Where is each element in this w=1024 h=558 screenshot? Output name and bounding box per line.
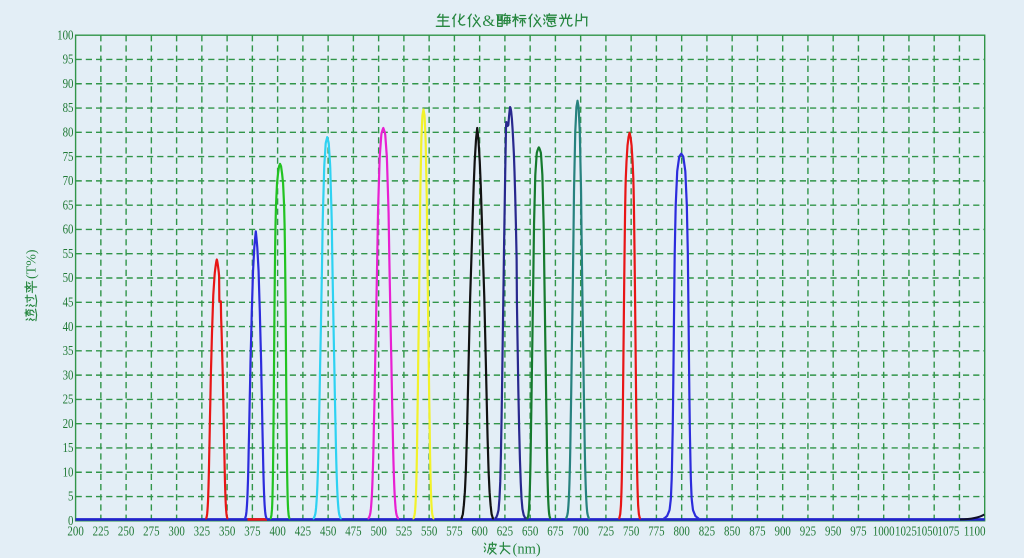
svg-text:375: 375 <box>244 524 261 539</box>
svg-text:(nm): (nm) <box>513 541 541 557</box>
svg-text:300: 300 <box>168 524 185 539</box>
svg-text:200: 200 <box>67 524 84 539</box>
svg-text:5: 5 <box>68 489 74 504</box>
svg-text:875: 875 <box>749 524 766 539</box>
svg-text:0: 0 <box>68 513 74 528</box>
svg-text:225: 225 <box>93 524 110 539</box>
svg-text:400: 400 <box>269 524 286 539</box>
svg-text:45: 45 <box>63 294 74 309</box>
svg-text:450: 450 <box>320 524 337 539</box>
svg-text:625: 625 <box>497 524 514 539</box>
svg-text:1075: 1075 <box>938 524 960 539</box>
svg-text:725: 725 <box>598 524 615 539</box>
svg-text:500: 500 <box>370 524 387 539</box>
svg-text:475: 475 <box>345 524 362 539</box>
svg-text:575: 575 <box>446 524 463 539</box>
svg-text:275: 275 <box>143 524 160 539</box>
svg-text:40: 40 <box>63 319 74 334</box>
svg-text:700: 700 <box>572 524 589 539</box>
svg-text:95: 95 <box>63 52 74 67</box>
svg-text:425: 425 <box>295 524 312 539</box>
svg-text:70: 70 <box>63 173 74 188</box>
svg-text:35: 35 <box>63 343 74 358</box>
svg-text:675: 675 <box>547 524 564 539</box>
svg-text:550: 550 <box>421 524 438 539</box>
svg-text:80: 80 <box>63 125 74 140</box>
svg-text:650: 650 <box>522 524 539 539</box>
svg-text:15: 15 <box>63 440 74 455</box>
svg-text:1050: 1050 <box>916 524 938 539</box>
svg-text:350: 350 <box>219 524 236 539</box>
svg-text:1100: 1100 <box>964 524 986 539</box>
svg-text:(T%): (T%) <box>25 249 40 279</box>
svg-text:20: 20 <box>63 416 74 431</box>
svg-text:600: 600 <box>471 524 488 539</box>
svg-text:975: 975 <box>850 524 867 539</box>
svg-text:825: 825 <box>699 524 716 539</box>
svg-text:85: 85 <box>63 100 74 115</box>
svg-text:55: 55 <box>63 246 74 261</box>
svg-text:1000: 1000 <box>873 524 895 539</box>
svg-text:1025: 1025 <box>895 524 917 539</box>
svg-text:50: 50 <box>63 270 74 285</box>
svg-text:900: 900 <box>775 524 792 539</box>
svg-text:775: 775 <box>648 524 665 539</box>
svg-text:925: 925 <box>800 524 817 539</box>
svg-text:30: 30 <box>63 367 74 382</box>
svg-text:950: 950 <box>825 524 842 539</box>
svg-text:750: 750 <box>623 524 640 539</box>
svg-text:90: 90 <box>63 76 74 91</box>
svg-text:100: 100 <box>57 27 74 42</box>
svg-text:525: 525 <box>396 524 413 539</box>
svg-text:60: 60 <box>63 222 74 237</box>
svg-text:75: 75 <box>63 149 74 164</box>
svg-text:65: 65 <box>63 197 74 212</box>
svg-text:850: 850 <box>724 524 741 539</box>
svg-text:&: & <box>482 11 495 30</box>
svg-text:10: 10 <box>63 464 74 479</box>
svg-text:25: 25 <box>63 392 74 407</box>
svg-text:800: 800 <box>673 524 690 539</box>
svg-text:325: 325 <box>194 524 211 539</box>
svg-text:250: 250 <box>118 524 135 539</box>
